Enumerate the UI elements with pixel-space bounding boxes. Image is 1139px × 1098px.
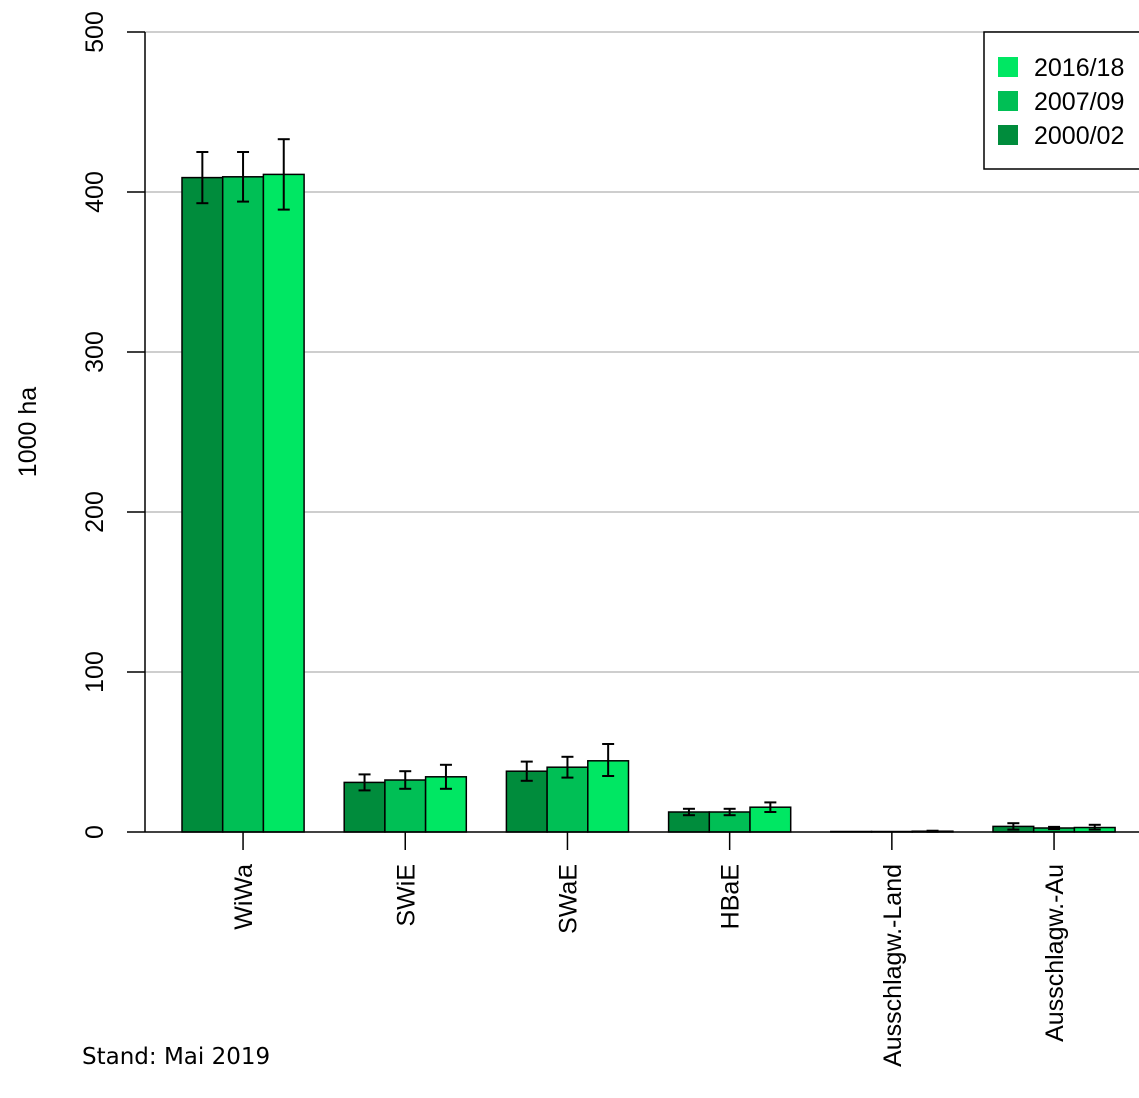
legend-label: 2000/02 [1034,122,1124,150]
footnote-stand: Stand: Mai 2019 [82,1044,271,1070]
y-axis: 0 100 200 300 400 500 [81,11,1139,850]
legend-swatch [998,91,1018,111]
y-tick-label: 400 [81,171,109,213]
y-tick-label: 0 [81,825,109,839]
x-tick-label: SWiE [392,864,420,927]
bar [221,176,265,833]
legend-swatch [998,57,1018,77]
y-tick-label: 300 [81,331,109,373]
legend-label: 2007/09 [1034,88,1124,116]
x-tick-label: WiWa [230,864,258,930]
y-tick-label: 500 [81,11,109,53]
error-bars-group [196,138,1101,833]
legend-swatch [998,125,1018,145]
gridlines [145,31,1139,673]
x-tick-label: SWaE [554,864,582,934]
y-axis-label: 1000 ha [14,387,42,477]
x-tick-label: Ausschlagw.-Land [879,864,907,1067]
x-tick-label: Ausschlagw.-Au [1041,864,1069,1042]
legend: 2016/18 2007/09 2000/02 [983,31,1139,170]
y-tick-label: 100 [81,651,109,693]
bar [181,176,224,833]
bar [262,173,305,833]
y-tick-label: 200 [81,491,109,533]
x-axis-labels: WiWa SWiE SWaE HBaE Ausschlagw.-Land Ausschla… [230,864,1069,1067]
legend-label: 2016/18 [1034,54,1124,82]
x-tick-label: HBaE [717,864,745,929]
bars-group [181,173,1116,833]
